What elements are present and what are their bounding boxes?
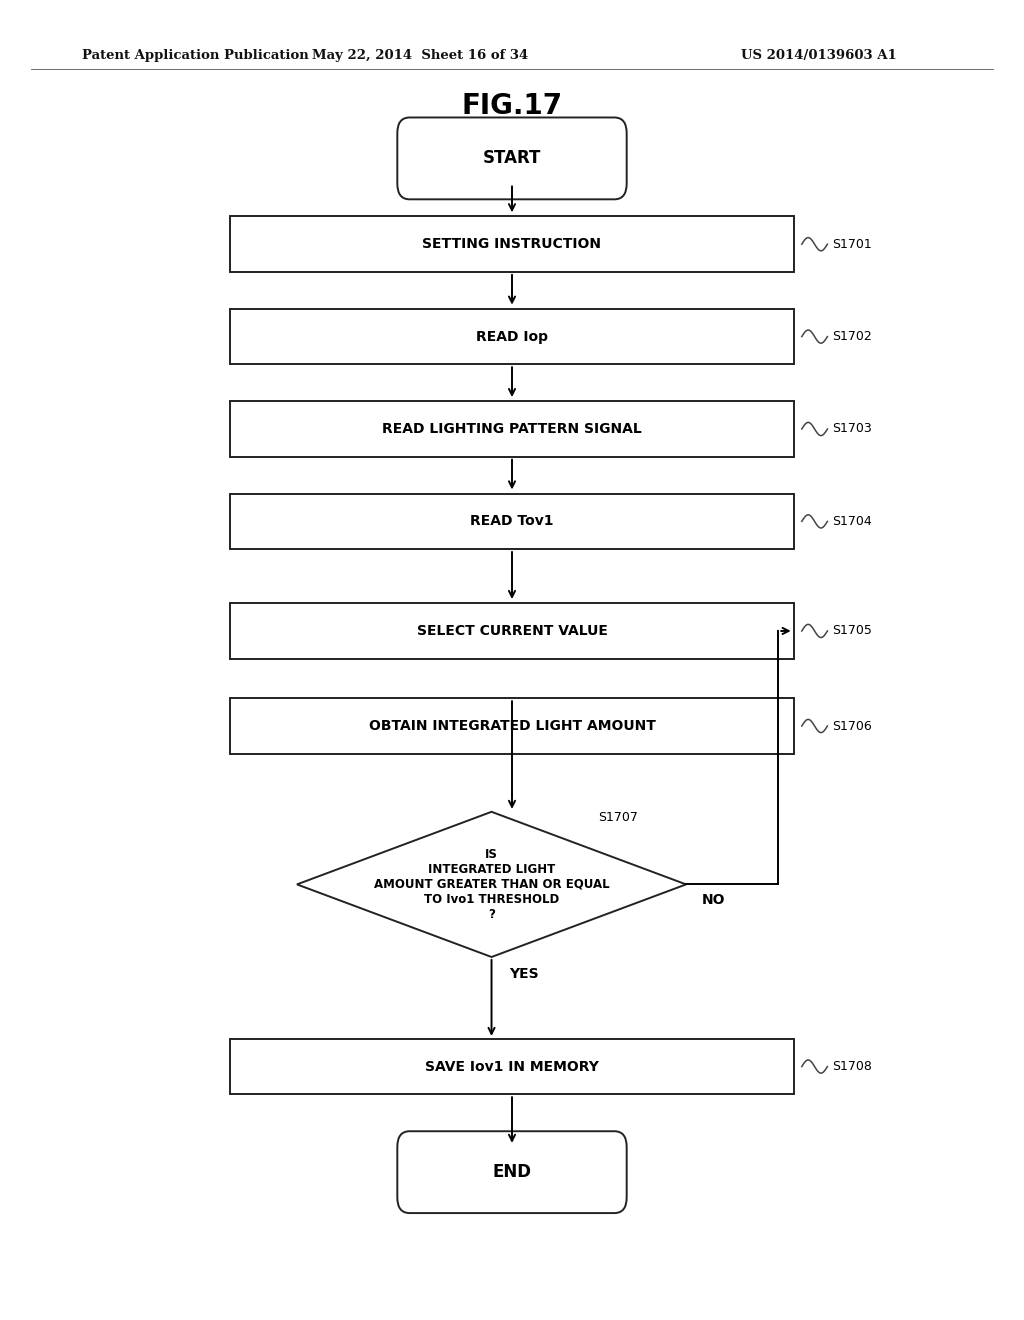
Text: US 2014/0139603 A1: US 2014/0139603 A1: [741, 49, 897, 62]
Text: OBTAIN INTEGRATED LIGHT AMOUNT: OBTAIN INTEGRATED LIGHT AMOUNT: [369, 719, 655, 733]
Polygon shape: [297, 812, 686, 957]
Text: S1705: S1705: [833, 624, 872, 638]
Bar: [230, 1039, 794, 1094]
FancyBboxPatch shape: [397, 117, 627, 199]
Text: SAVE Iov1 IN MEMORY: SAVE Iov1 IN MEMORY: [425, 1060, 599, 1073]
Bar: [230, 698, 794, 754]
Text: S1707: S1707: [598, 810, 638, 824]
Text: NO: NO: [701, 894, 725, 907]
Text: END: END: [493, 1163, 531, 1181]
Text: READ LIGHTING PATTERN SIGNAL: READ LIGHTING PATTERN SIGNAL: [382, 422, 642, 436]
Bar: [230, 494, 794, 549]
Text: S1703: S1703: [833, 422, 872, 436]
Bar: [230, 309, 794, 364]
Text: FIG.17: FIG.17: [462, 91, 562, 120]
Text: Patent Application Publication: Patent Application Publication: [82, 49, 308, 62]
Text: S1708: S1708: [833, 1060, 872, 1073]
Bar: [230, 216, 794, 272]
Text: IS
INTEGRATED LIGHT
AMOUNT GREATER THAN OR EQUAL
TO Ivo1 THRESHOLD
?: IS INTEGRATED LIGHT AMOUNT GREATER THAN …: [374, 847, 609, 921]
Text: May 22, 2014  Sheet 16 of 34: May 22, 2014 Sheet 16 of 34: [311, 49, 528, 62]
Text: SELECT CURRENT VALUE: SELECT CURRENT VALUE: [417, 624, 607, 638]
Text: READ Tov1: READ Tov1: [470, 515, 554, 528]
Text: S1706: S1706: [833, 719, 872, 733]
Text: SETTING INSTRUCTION: SETTING INSTRUCTION: [423, 238, 601, 251]
Text: START: START: [482, 149, 542, 168]
Bar: [230, 401, 794, 457]
Text: S1702: S1702: [833, 330, 872, 343]
FancyBboxPatch shape: [397, 1131, 627, 1213]
Text: YES: YES: [509, 968, 539, 981]
Text: READ Iop: READ Iop: [476, 330, 548, 343]
Text: S1701: S1701: [833, 238, 872, 251]
Bar: [230, 603, 794, 659]
Text: S1704: S1704: [833, 515, 872, 528]
